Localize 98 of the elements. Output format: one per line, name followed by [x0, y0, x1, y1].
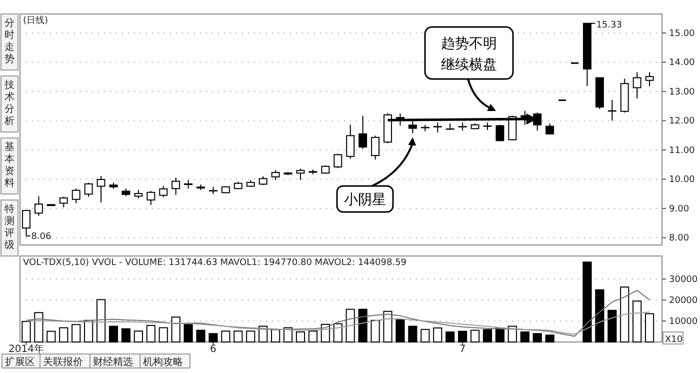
candlestick: [34, 196, 43, 216]
bar: [346, 308, 355, 342]
y-tick-label: 30000: [669, 275, 698, 286]
bar: [271, 329, 280, 342]
x-tick-label: 6: [210, 344, 216, 355]
candlestick: [346, 124, 355, 160]
bar: [296, 331, 306, 342]
bar: [158, 327, 168, 342]
bar: [408, 326, 418, 342]
text: 财经精选: [93, 356, 133, 368]
y-tick-label: 11.00: [669, 146, 696, 156]
candlestick: [645, 72, 654, 87]
candlestick: [271, 170, 280, 181]
text: 关联报价: [43, 356, 83, 368]
candlestick: [84, 182, 93, 198]
bar: [34, 312, 44, 342]
bar: [644, 313, 654, 342]
line-series: [26, 312, 650, 335]
y-tick-label: 14.00: [669, 58, 696, 68]
text: 特测评级: [4, 203, 14, 251]
candlestick: [22, 210, 30, 236]
bar: [520, 331, 530, 342]
bar: [146, 324, 156, 342]
bar: [308, 330, 318, 342]
text: 扩展区: [5, 356, 35, 368]
y-tick-label: 15.00: [669, 29, 696, 40]
candlestick: [296, 168, 305, 181]
bar: [358, 308, 368, 342]
bar: [545, 334, 554, 342]
text: 分时走势: [4, 17, 14, 65]
bar: [234, 330, 243, 342]
text: 基本资料: [4, 141, 14, 189]
bar: [96, 299, 106, 342]
candlestick: [334, 153, 342, 169]
bar: [208, 333, 218, 342]
bar: [608, 310, 617, 342]
y-tick-label: 13.00: [669, 87, 696, 98]
candlestick: [96, 175, 106, 203]
bar: [333, 323, 342, 342]
bar: [396, 319, 405, 342]
bar: [383, 310, 392, 342]
candlestick: [433, 122, 442, 133]
annotation: 15.33: [596, 20, 622, 30]
bar: [196, 330, 206, 342]
bar: [283, 327, 293, 342]
bar: [595, 289, 604, 342]
bar: [370, 320, 380, 342]
line-series: [26, 290, 650, 337]
bar: [508, 326, 517, 342]
x-tick-label: 7: [459, 344, 466, 355]
text: X10: [665, 335, 683, 345]
candlestick: [408, 120, 417, 134]
y-tick-label: 12.00: [669, 116, 696, 127]
candlestick: [172, 177, 180, 196]
bar: [458, 330, 468, 342]
bar: [532, 333, 542, 342]
candlestick: [632, 72, 642, 100]
bar: [482, 329, 492, 342]
text: 技术分析: [4, 79, 14, 127]
bar: [184, 324, 193, 342]
y-tick-label: 20000: [669, 296, 698, 306]
y-tick-label: 10.00: [669, 175, 696, 186]
candlestick: [146, 190, 156, 206]
candlestick: [533, 112, 542, 132]
bar: [246, 330, 256, 342]
x-tick-label: 2014年: [8, 343, 44, 355]
bar: [433, 327, 442, 342]
bar: [22, 320, 31, 342]
bar: [46, 330, 56, 342]
candlestick: [371, 135, 380, 160]
bar: [59, 327, 68, 342]
y-tick-label: 9.00: [669, 204, 690, 214]
candlestick: [358, 115, 368, 150]
bar: [420, 328, 430, 342]
bar: [72, 324, 81, 342]
annotation: 趋势不明继续横盘: [441, 36, 497, 73]
chart-title: (日线): [23, 15, 48, 26]
bar: [134, 330, 143, 342]
chart-title: VOL-TDX(5,10) VVOL - VOLUME: 131744.63 MAVOL1: 194770.80 MAVOL2: 144098.59: [23, 258, 407, 268]
bar: [632, 300, 642, 342]
y-tick-label: 8.00: [669, 234, 690, 244]
bar: [84, 320, 94, 342]
candlestick: [546, 122, 554, 135]
candlestick: [59, 196, 68, 208]
bar: [121, 328, 131, 342]
annotation: 8.06: [31, 232, 52, 242]
bar: [446, 331, 455, 342]
bar: [171, 316, 180, 342]
bar: [620, 286, 630, 342]
bar: [470, 330, 480, 342]
candlestick: [159, 185, 168, 198]
y-tick-label: 10000: [669, 317, 698, 328]
bar: [582, 262, 592, 342]
text: 机构攻略: [143, 356, 183, 368]
annotation: 小阴星: [344, 192, 386, 208]
candlestick: [72, 188, 80, 204]
bar: [221, 330, 230, 342]
bar: [108, 326, 118, 342]
